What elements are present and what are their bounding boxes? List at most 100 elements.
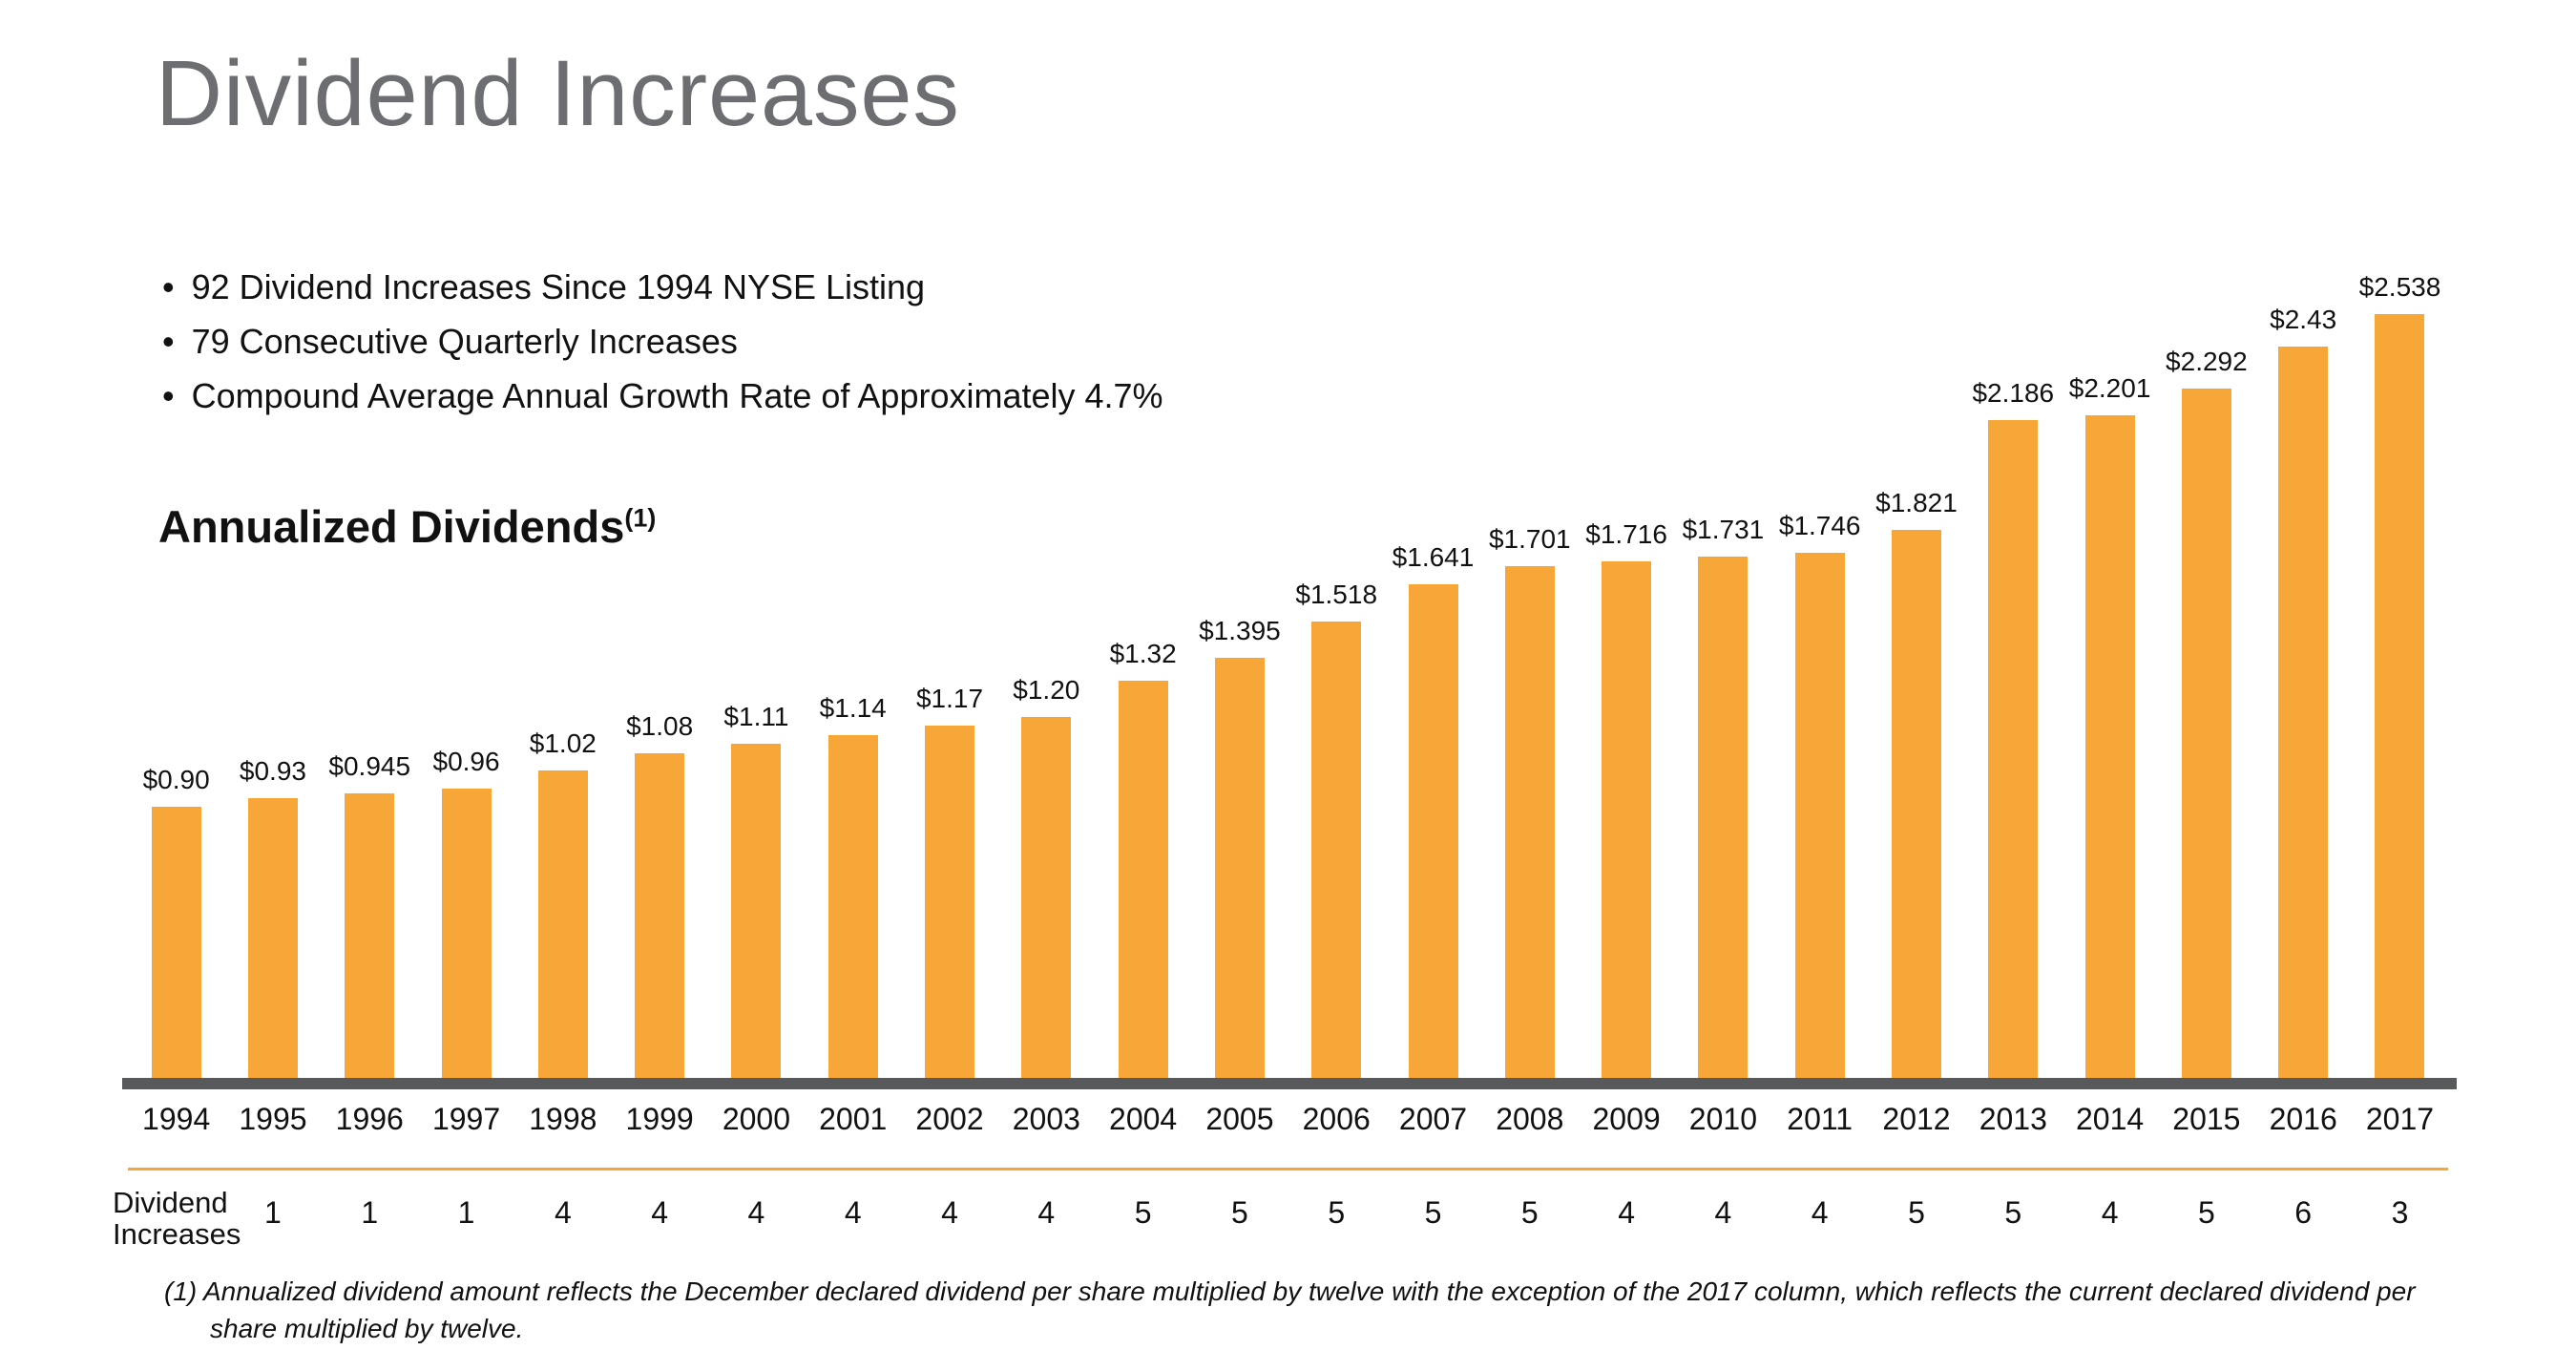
chart-heading-footnote-ref: (1) (624, 503, 657, 533)
chart-column-2017: $2.538 (2352, 272, 2448, 1078)
dividend-bar-2008 (1504, 566, 1555, 1078)
year-tick-label: 1996 (335, 1102, 404, 1136)
dividend-increase-count: 1 (457, 1195, 475, 1230)
year-tick-label: 1998 (529, 1102, 597, 1136)
dividend-bar-2005 (1214, 658, 1265, 1078)
chart-heading: Annualized Dividends(1) (158, 500, 656, 553)
bar-value-label: $1.17 (915, 684, 984, 713)
dividend-increase-count: 4 (747, 1195, 765, 1230)
bullet-dot-icon: • (162, 322, 175, 361)
dividend-bar-2015 (2181, 389, 2231, 1078)
bar-value-label: $1.395 (1199, 616, 1281, 645)
bar-value-label: $0.90 (142, 765, 210, 794)
dividend-increase-count: 5 (1424, 1195, 1442, 1230)
bar-value-label: $1.746 (1778, 511, 1861, 540)
bar-value-label: $0.96 (432, 747, 500, 776)
dividend-bar-2003 (1021, 717, 1072, 1078)
bar-value-label: $2.292 (2166, 347, 2248, 376)
chart-column-2004: $1.32 (1095, 314, 1191, 1078)
dividend-increase-count: 4 (1714, 1195, 1732, 1230)
bullet-text: Compound Average Annual Growth Rate of A… (191, 376, 1163, 415)
year-tick-label: 2008 (1496, 1102, 1564, 1136)
chart-column-2005: $1.395 (1191, 314, 1288, 1078)
bullet-dot-icon: • (162, 267, 175, 306)
footnote-marker: (1) (164, 1276, 198, 1306)
dividend-increase-count: 3 (2391, 1195, 2409, 1230)
dividend-increase-count: 4 (1037, 1195, 1056, 1230)
bar-value-label: $1.731 (1682, 515, 1765, 544)
bar-value-label: $1.14 (819, 693, 887, 723)
chart-column-1996: $0.945 (322, 314, 418, 1078)
dividend-increases-label-line2: Increases (113, 1217, 241, 1251)
dividend-increases-row-label: Dividend Increases (113, 1187, 241, 1250)
year-tick-label: 2007 (1398, 1102, 1468, 1136)
bar-value-label: $2.201 (2068, 373, 2151, 403)
bullet-text: 92 Dividend Increases Since 1994 NYSE Li… (191, 267, 926, 306)
chart-column-2003: $1.20 (998, 314, 1095, 1078)
dividend-increase-count: 5 (2197, 1195, 2215, 1230)
bar-value-label: $0.93 (239, 756, 306, 786)
chart-column-1994: $0.90 (128, 314, 224, 1078)
year-tick-label: 2012 (1882, 1102, 1951, 1136)
bar-value-label: $1.518 (1295, 580, 1378, 609)
year-tick-label: 1994 (142, 1102, 211, 1136)
page-title: Dividend Increases (156, 41, 960, 145)
dividend-bar-2010 (1698, 557, 1749, 1078)
bullet-dot-icon: • (162, 376, 175, 415)
year-tick-label: 2004 (1109, 1102, 1178, 1136)
bar-value-label: $1.821 (1875, 488, 1958, 517)
year-tick-label: 2017 (2365, 1102, 2435, 1136)
dividend-bar-2011 (1794, 553, 1845, 1078)
chart-column-2015: $2.292 (2158, 314, 2254, 1078)
bar-value-label: $1.02 (529, 728, 597, 758)
dividend-increase-count: 4 (651, 1195, 669, 1230)
chart-column-2002: $1.17 (901, 314, 997, 1078)
orange-divider-line (128, 1168, 2448, 1171)
dividend-increase-count: 5 (1231, 1195, 1248, 1230)
chart-column-2008: $1.701 (1481, 314, 1578, 1078)
dividend-bar-2000 (731, 744, 782, 1078)
chart-column-2010: $1.731 (1675, 314, 1771, 1078)
dividend-bar-1998 (537, 770, 588, 1078)
dividend-bar-2012 (1891, 530, 1941, 1078)
dividend-increase-count: 4 (844, 1195, 862, 1230)
dividend-increase-count: 1 (361, 1195, 379, 1230)
bar-value-label: $1.32 (1109, 639, 1177, 668)
footnote: (1) Annualized dividend amount reflects … (164, 1273, 2462, 1347)
dividend-bar-1994 (151, 807, 201, 1078)
year-tick-label: 2000 (722, 1102, 791, 1136)
year-tick-label: 1995 (239, 1102, 307, 1136)
dividend-bar-2016 (2278, 347, 2329, 1078)
dividend-bar-1995 (247, 798, 298, 1078)
bullet-text: 79 Consecutive Quarterly Increases (191, 322, 738, 361)
dividend-increase-count: 1 (264, 1195, 282, 1230)
dividend-increases-label-line1: Dividend (113, 1186, 228, 1219)
dividend-increase-count: 4 (554, 1195, 572, 1230)
dividend-increase-count: 5 (1520, 1195, 1539, 1230)
year-tick-label: 2013 (1979, 1102, 2047, 1136)
dividend-bar-2006 (1311, 622, 1362, 1078)
dividend-bar-2013 (1988, 420, 2039, 1078)
year-tick-label: 2011 (1787, 1102, 1853, 1136)
year-tick-label: 2006 (1302, 1102, 1371, 1136)
dividend-bar-2017 (2375, 314, 2425, 1078)
chart-column-2006: $1.518 (1288, 314, 1385, 1078)
dividend-bar-2009 (1602, 561, 1652, 1078)
dividend-bar-1996 (345, 793, 395, 1078)
bar-value-label: $1.716 (1585, 519, 1667, 549)
dividend-increase-count: 4 (1811, 1195, 1829, 1230)
chart-column-2016: $2.43 (2255, 305, 2352, 1078)
dividend-increase-count: 4 (941, 1195, 958, 1230)
chart-column-2009: $1.716 (1578, 314, 1674, 1078)
year-tick-label: 2005 (1205, 1102, 1274, 1136)
bar-value-label: $0.945 (328, 751, 411, 781)
dividend-bar-1999 (635, 753, 685, 1078)
chart-column-2014: $2.201 (2062, 314, 2158, 1078)
year-tick-label: 1999 (625, 1102, 694, 1136)
bar-value-label: $2.538 (2358, 272, 2441, 302)
dividend-increases-row: 1 1 1 4 4 4 4 4 4 5 5 5 5 5 4 4 4 5 5 4 5 6 3 (128, 1195, 2448, 1231)
bar-value-label: $2.186 (1972, 378, 2055, 408)
chart-column-1999: $1.08 (611, 314, 707, 1078)
footnote-text: Annualized dividend amount reflects the … (202, 1276, 2416, 1343)
